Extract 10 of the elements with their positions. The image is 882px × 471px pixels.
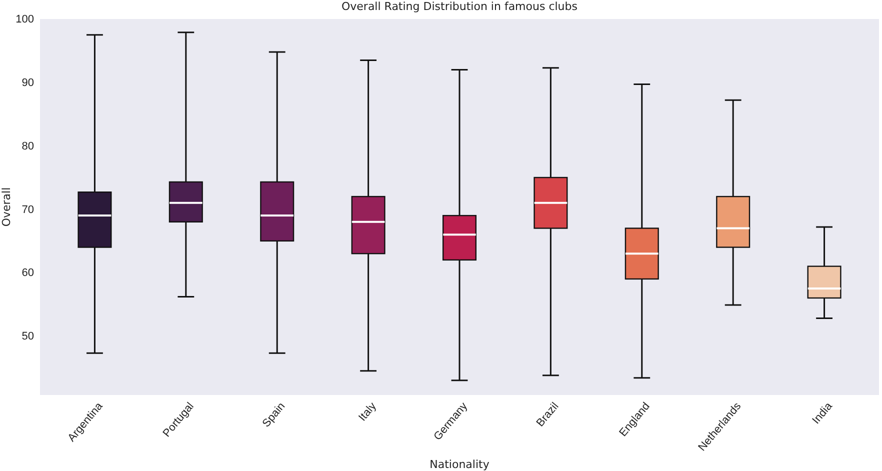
- x-tick-label: Italy: [356, 400, 380, 424]
- y-axis-title: Overall: [0, 187, 13, 227]
- y-tick-label: 50: [22, 330, 34, 343]
- y-tick-label: 70: [22, 204, 34, 216]
- y-tick-label: 100: [16, 14, 34, 26]
- y-tick-label: 80: [22, 140, 34, 152]
- y-tick-label: 60: [22, 267, 34, 280]
- x-axis-title: Nationality: [430, 458, 490, 471]
- y-tick-label: 90: [22, 76, 34, 89]
- chart-title: Overall Rating Distribution in famous clubs: [341, 0, 578, 13]
